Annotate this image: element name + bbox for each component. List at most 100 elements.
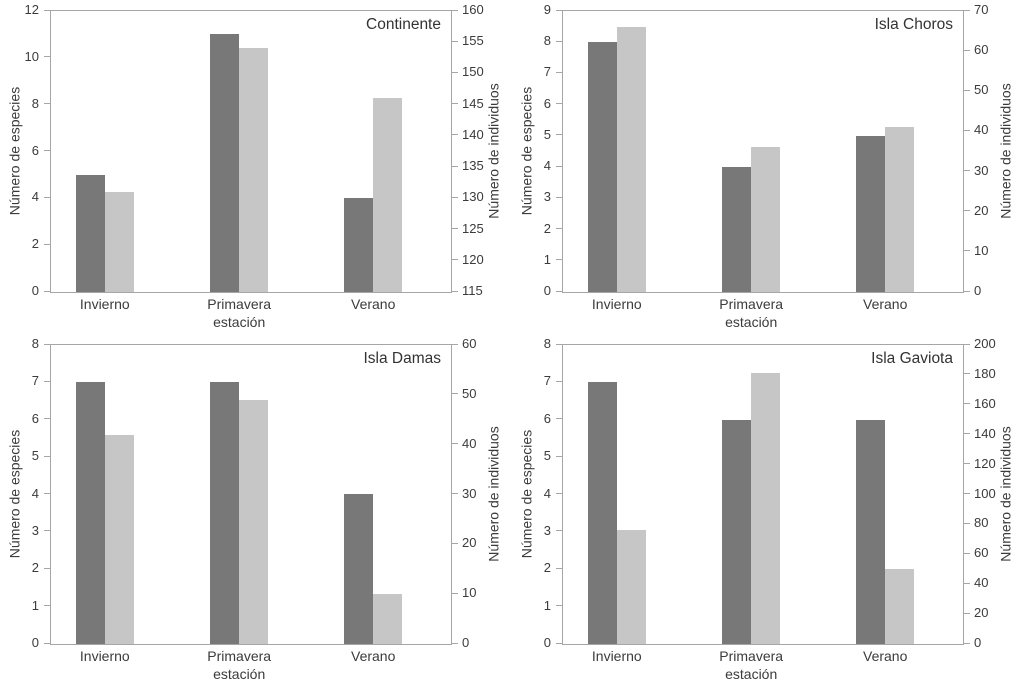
left-axis-tick (44, 455, 50, 457)
right-tick-label: 200 (974, 336, 996, 351)
chart-panel-1: Continente Número de especies Número de … (0, 0, 512, 341)
left-tick-label: 8 (543, 33, 551, 49)
individuos-bar-verano (373, 98, 403, 292)
individuos-bar-invierno (616, 530, 646, 644)
left-axis-tick (556, 165, 562, 167)
right-tick-label: 20 (462, 535, 477, 551)
chart-panel-4: Isla Gaviota Número de especies Número d… (512, 336, 1024, 683)
right-axis-tick (964, 290, 970, 292)
left-tick-label: 1 (543, 597, 551, 613)
left-tick-label: 8 (31, 336, 39, 351)
left-tick-label: 6 (31, 410, 39, 426)
right-axis-tick (964, 493, 970, 494)
left-tick-label: 0 (543, 283, 551, 298)
left-axis-tick (44, 56, 50, 58)
category-label: Primavera (719, 648, 784, 664)
right-axis-tick (452, 393, 458, 395)
left-axis-tick (44, 150, 50, 151)
right-tick-label: 60 (462, 336, 477, 351)
right-tick-label: 125 (462, 220, 484, 236)
especies-bar-invierno (75, 382, 105, 644)
right-axis-tick (452, 71, 458, 73)
right-axis-tick (452, 290, 458, 292)
especies-bar-primavera (722, 167, 752, 292)
left-tick-label: 4 (31, 189, 39, 205)
left-axis-tick (556, 642, 562, 644)
right-tick-label: 0 (974, 283, 982, 298)
right-axis-tick (964, 522, 970, 524)
left-tick-label: 0 (31, 283, 39, 298)
left-axis-tick (556, 290, 562, 292)
individuos-bar-primavera (239, 48, 269, 292)
left-axis-tick (556, 380, 562, 382)
left-axis-tick (556, 134, 562, 136)
especies-bar-primavera (210, 34, 240, 292)
left-tick-label: 4 (543, 485, 551, 501)
left-tick-label: 3 (543, 522, 551, 538)
plot-area: Isla Damas (50, 344, 452, 645)
right-tick-label: 120 (462, 251, 484, 267)
right-axis-tick (452, 40, 458, 42)
right-axis-tick (452, 259, 458, 261)
right-axis-tick (964, 89, 970, 91)
right-axis-tick (452, 165, 458, 167)
chart-panel-3: Isla Damas Número de especies Número de … (0, 336, 512, 683)
right-axis-tick (964, 343, 970, 345)
left-axis-tick (44, 196, 50, 198)
right-axis-tick (964, 129, 970, 131)
individuos-bar-verano (885, 127, 915, 292)
right-axis-tick (964, 463, 970, 465)
especies-bar-verano (344, 494, 374, 644)
left-axis-tick (556, 196, 562, 198)
right-tick-label: 20 (974, 605, 989, 621)
right-tick-label: 30 (974, 162, 989, 178)
category-label: Primavera (207, 296, 272, 312)
left-tick-label: 2 (543, 560, 551, 576)
left-tick-label: 6 (543, 410, 551, 426)
category-label: Verano (863, 648, 908, 664)
right-axis-tick (964, 582, 970, 584)
left-axis-tick (556, 103, 562, 105)
left-tick-label: 4 (31, 485, 39, 501)
left-axis-tick (556, 228, 562, 230)
right-tick-label: 160 (462, 2, 484, 17)
right-tick-label: 130 (462, 189, 484, 205)
right-axis-tick (452, 542, 458, 544)
left-axis-tick (44, 290, 50, 292)
left-axis-tick (556, 259, 562, 261)
left-tick-label: 8 (543, 336, 551, 351)
plot-area: Isla Choros (562, 10, 964, 293)
left-axis-tick (556, 493, 562, 494)
left-axis-tick (556, 530, 562, 532)
category-label: Invierno (79, 296, 130, 312)
x-axis-title: estación (213, 314, 266, 330)
especies-bar-primavera (722, 420, 752, 644)
left-tick-label: 12 (24, 2, 39, 17)
right-tick-label: 155 (462, 33, 484, 49)
right-axis-tick (964, 49, 970, 51)
right-axis-tick (964, 552, 970, 554)
category-label: Verano (351, 296, 396, 312)
chart-panel-2: Isla Choros Número de especies Número de… (512, 0, 1024, 341)
x-axis-title: estación (725, 314, 778, 330)
left-tick-label: 7 (543, 373, 551, 389)
right-axis-title: Número de individuos (485, 82, 501, 219)
individuos-bar-primavera (751, 373, 781, 644)
right-tick-label: 60 (974, 42, 989, 58)
right-axis-tick (964, 170, 970, 172)
right-axis-tick (964, 210, 970, 212)
right-tick-label: 160 (974, 395, 996, 411)
right-tick-label: 135 (462, 158, 484, 174)
category-label: Primavera (719, 296, 784, 312)
left-tick-label: 4 (543, 158, 551, 174)
right-tick-label: 50 (462, 385, 477, 401)
right-axis-tick (964, 403, 970, 405)
right-tick-label: 150 (462, 64, 484, 80)
x-axis-title: estación (213, 666, 266, 682)
right-axis-tick (452, 103, 458, 105)
left-axis-tick (44, 243, 50, 245)
right-axis-tick (964, 373, 970, 375)
left-tick-label: 0 (31, 635, 39, 650)
left-tick-label: 3 (31, 522, 39, 538)
